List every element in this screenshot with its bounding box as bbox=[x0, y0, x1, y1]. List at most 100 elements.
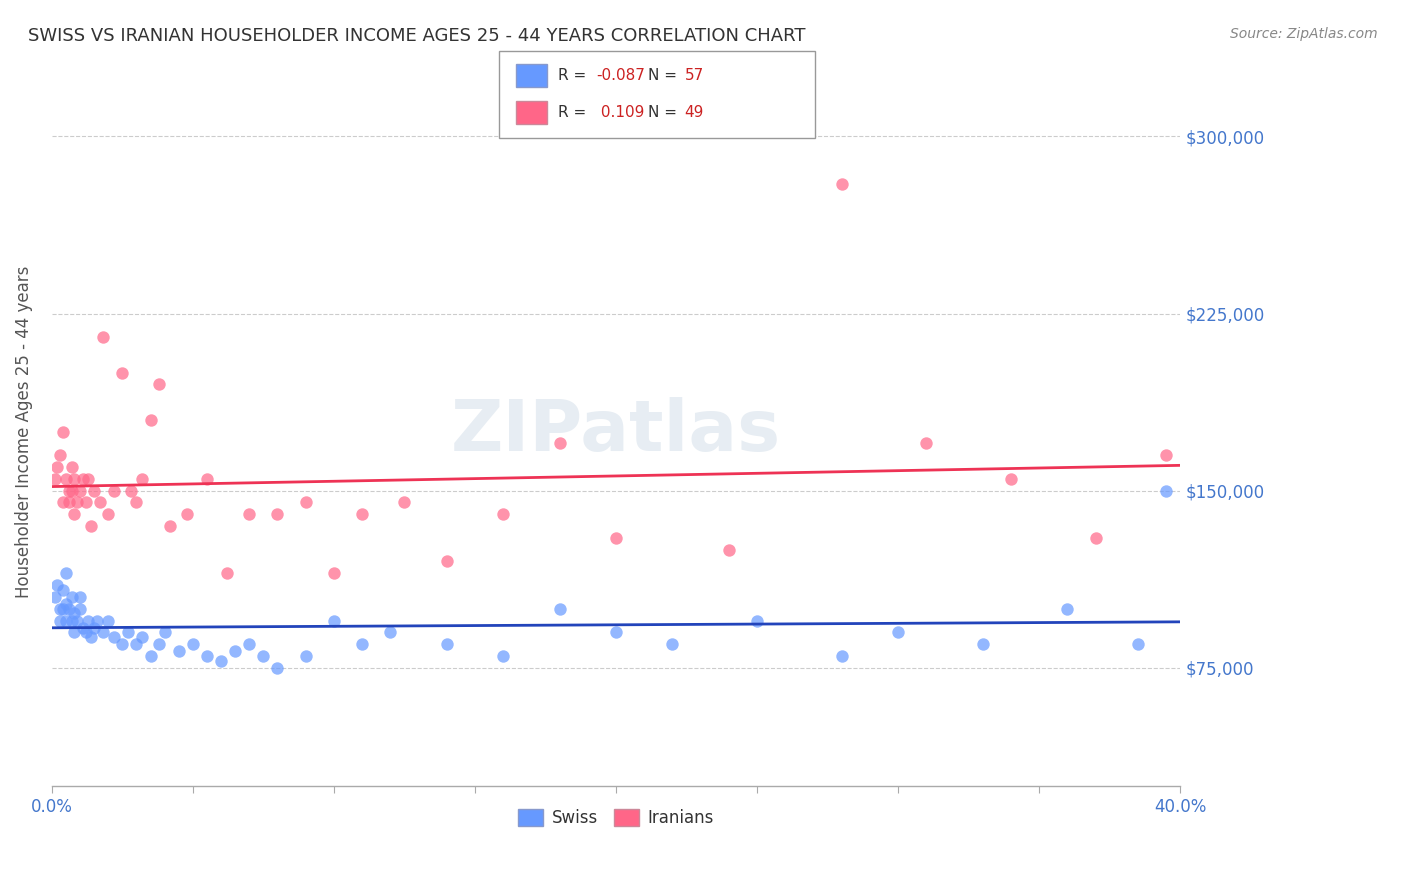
Point bbox=[139, 648, 162, 663]
Point bbox=[63, 508, 86, 522]
Point bbox=[181, 637, 204, 651]
Point bbox=[294, 495, 316, 509]
Legend: Swiss, Iranians: Swiss, Iranians bbox=[512, 803, 721, 834]
Point bbox=[176, 508, 198, 522]
Point bbox=[352, 637, 374, 651]
Point bbox=[131, 630, 153, 644]
Point bbox=[75, 625, 97, 640]
Point bbox=[44, 590, 66, 604]
Point bbox=[1000, 472, 1022, 486]
Point bbox=[83, 621, 105, 635]
Point bbox=[492, 648, 515, 663]
Point bbox=[44, 472, 66, 486]
Point bbox=[52, 601, 75, 615]
Point bbox=[60, 460, 83, 475]
Point bbox=[120, 483, 142, 498]
Point bbox=[63, 472, 86, 486]
Point bbox=[436, 554, 458, 568]
Point bbox=[55, 597, 77, 611]
Point bbox=[131, 472, 153, 486]
Point bbox=[58, 601, 80, 615]
Point bbox=[86, 614, 108, 628]
Point bbox=[60, 614, 83, 628]
Text: SWISS VS IRANIAN HOUSEHOLDER INCOME AGES 25 - 44 YEARS CORRELATION CHART: SWISS VS IRANIAN HOUSEHOLDER INCOME AGES… bbox=[28, 27, 806, 45]
Point bbox=[97, 508, 120, 522]
Point bbox=[103, 483, 125, 498]
Point bbox=[55, 472, 77, 486]
Point bbox=[159, 519, 181, 533]
Point bbox=[745, 614, 768, 628]
Text: ZIPatlas: ZIPatlas bbox=[451, 397, 782, 467]
Point bbox=[252, 648, 274, 663]
Point bbox=[605, 625, 627, 640]
Point bbox=[46, 578, 69, 592]
Point bbox=[139, 413, 162, 427]
Point bbox=[75, 495, 97, 509]
Point bbox=[69, 590, 91, 604]
Point bbox=[72, 621, 94, 635]
Point bbox=[69, 483, 91, 498]
Point bbox=[52, 582, 75, 597]
Point bbox=[60, 590, 83, 604]
Point bbox=[195, 648, 218, 663]
Point bbox=[97, 614, 120, 628]
Point bbox=[195, 472, 218, 486]
Point bbox=[294, 648, 316, 663]
Point bbox=[1056, 601, 1078, 615]
Point bbox=[55, 566, 77, 581]
Point bbox=[125, 637, 148, 651]
Text: R =: R = bbox=[558, 105, 592, 120]
Point bbox=[215, 566, 238, 581]
Point bbox=[60, 483, 83, 498]
Point bbox=[69, 601, 91, 615]
Point bbox=[492, 508, 515, 522]
Point bbox=[153, 625, 176, 640]
Text: N =: N = bbox=[648, 105, 682, 120]
Point bbox=[49, 448, 72, 462]
Point bbox=[209, 654, 232, 668]
Point bbox=[111, 637, 134, 651]
Point bbox=[111, 366, 134, 380]
Point bbox=[322, 614, 344, 628]
Point bbox=[548, 436, 571, 450]
Point bbox=[91, 330, 114, 344]
Point bbox=[167, 644, 190, 658]
Point bbox=[52, 425, 75, 439]
Point bbox=[1126, 637, 1149, 651]
Point bbox=[89, 495, 111, 509]
Point bbox=[661, 637, 683, 651]
Point bbox=[148, 637, 170, 651]
Point bbox=[266, 508, 288, 522]
Point bbox=[103, 630, 125, 644]
Point bbox=[148, 377, 170, 392]
Point bbox=[972, 637, 994, 651]
Point bbox=[66, 614, 89, 628]
Point bbox=[80, 630, 103, 644]
Point bbox=[91, 625, 114, 640]
Point bbox=[887, 625, 910, 640]
Point bbox=[77, 472, 100, 486]
Point bbox=[394, 495, 416, 509]
Point bbox=[1084, 531, 1107, 545]
Point bbox=[322, 566, 344, 581]
Text: 57: 57 bbox=[685, 69, 704, 83]
Point bbox=[58, 495, 80, 509]
Text: Source: ZipAtlas.com: Source: ZipAtlas.com bbox=[1230, 27, 1378, 41]
Point bbox=[380, 625, 402, 640]
Point bbox=[46, 460, 69, 475]
Point bbox=[436, 637, 458, 651]
Point bbox=[266, 661, 288, 675]
Y-axis label: Householder Income Ages 25 - 44 years: Householder Income Ages 25 - 44 years bbox=[15, 266, 32, 598]
Point bbox=[83, 483, 105, 498]
Point bbox=[72, 472, 94, 486]
Point bbox=[66, 495, 89, 509]
Point bbox=[63, 607, 86, 621]
Point bbox=[717, 542, 740, 557]
Text: -0.087: -0.087 bbox=[596, 69, 645, 83]
Point bbox=[63, 625, 86, 640]
Point bbox=[80, 519, 103, 533]
Point bbox=[238, 508, 260, 522]
Point bbox=[117, 625, 139, 640]
Point bbox=[58, 483, 80, 498]
Point bbox=[915, 436, 938, 450]
